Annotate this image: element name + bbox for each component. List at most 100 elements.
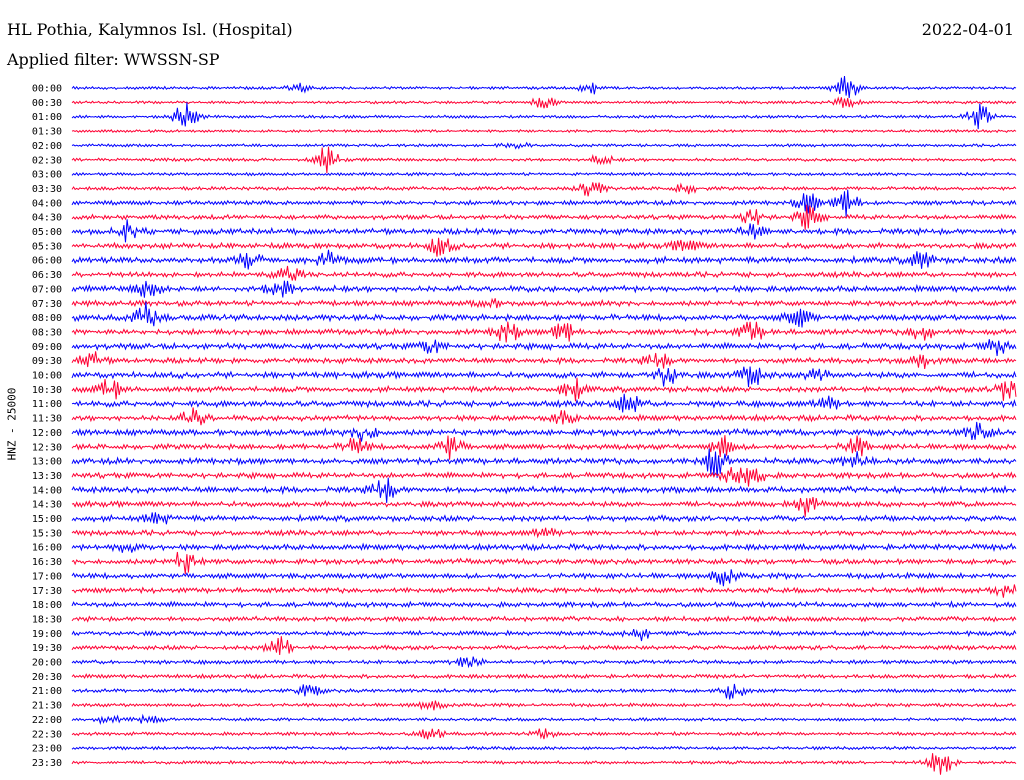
seismic-trace <box>71 301 1017 328</box>
time-tick-label: 09:00 <box>32 342 62 353</box>
seismic-trace <box>71 76 1017 99</box>
seismic-trace <box>71 683 1017 700</box>
seismic-trace <box>71 321 1017 343</box>
seismic-trace <box>71 467 1017 487</box>
time-tick-label: 16:30 <box>32 557 62 568</box>
seismic-trace <box>71 673 1017 680</box>
time-tick-label: 02:00 <box>32 141 62 152</box>
seismic-trace <box>71 628 1017 642</box>
seismic-trace <box>71 745 1017 751</box>
time-tick-label: 10:00 <box>32 371 62 382</box>
time-tick-label: 17:00 <box>32 571 62 582</box>
seismic-trace <box>71 542 1017 553</box>
time-tick-label: 01:30 <box>32 127 62 138</box>
seismic-trace <box>71 249 1017 270</box>
time-tick-label: 11:30 <box>32 414 62 425</box>
seismic-trace <box>71 339 1017 357</box>
seismic-trace <box>71 753 1017 775</box>
time-tick-label: 15:30 <box>32 528 62 539</box>
seismic-trace <box>71 96 1017 109</box>
time-tick-label: 07:30 <box>32 299 62 310</box>
time-tick-label: 16:00 <box>32 543 62 554</box>
time-tick-label: 23:30 <box>32 758 62 769</box>
seismic-trace <box>71 448 1017 478</box>
time-tick-label: 08:30 <box>32 327 62 338</box>
seismic-trace <box>71 141 1017 150</box>
filter-label: Applied filter: WWSSN-SP <box>7 50 220 69</box>
time-tick-label: 18:00 <box>32 600 62 611</box>
time-tick-label: 21:30 <box>32 701 62 712</box>
time-tick-label: 12:00 <box>32 428 62 439</box>
seismic-trace <box>71 636 1017 656</box>
time-tick-label: 04:00 <box>32 198 62 209</box>
seismic-trace <box>71 656 1017 669</box>
seismic-trace <box>71 512 1017 525</box>
seismic-trace <box>71 551 1017 575</box>
time-tick-label: 09:30 <box>32 356 62 367</box>
time-tick-label: 10:30 <box>32 385 62 396</box>
seismic-trace <box>71 435 1017 460</box>
seismic-trace <box>71 219 1017 243</box>
seismic-trace <box>71 128 1017 134</box>
time-tick-label: 06:00 <box>32 256 62 267</box>
time-tick-label: 20:30 <box>32 672 62 683</box>
seismic-trace <box>71 615 1017 623</box>
time-tick-label: 21:00 <box>32 686 62 697</box>
seismic-trace <box>71 477 1017 503</box>
time-tick-label: 07:00 <box>32 284 62 295</box>
time-tick-label: 11:00 <box>32 399 62 410</box>
seismic-trace <box>71 497 1017 517</box>
time-tick-label: 00:00 <box>32 84 62 95</box>
seismic-trace <box>71 393 1017 413</box>
time-tick-label: 08:00 <box>32 313 62 324</box>
seismic-trace <box>71 182 1017 197</box>
time-tick-label: 05:00 <box>32 227 62 238</box>
seismic-trace <box>71 407 1017 426</box>
seismic-trace <box>71 102 1017 130</box>
seismic-trace <box>71 280 1017 298</box>
seismic-trace <box>71 584 1017 598</box>
time-tick-label: 03:30 <box>32 184 62 195</box>
time-tick-label: 18:30 <box>32 614 62 625</box>
seismic-trace <box>71 265 1017 281</box>
seismic-trace <box>71 600 1017 609</box>
time-tick-label: 14:00 <box>32 485 62 496</box>
time-tick-label: 20:00 <box>32 658 62 669</box>
time-tick-label: 03:00 <box>32 170 62 181</box>
time-tick-label: 23:00 <box>32 744 62 755</box>
seismic-trace <box>71 569 1017 587</box>
time-tick-label: 05:30 <box>32 241 62 252</box>
time-tick-label: 13:00 <box>32 457 62 468</box>
seismic-trace <box>71 171 1017 177</box>
time-tick-label: 01:00 <box>32 112 62 123</box>
seismic-trace <box>71 421 1017 442</box>
time-tick-label: 22:00 <box>32 715 62 726</box>
seismic-trace <box>71 377 1017 402</box>
time-tick-label: 14:30 <box>32 500 62 511</box>
seismic-trace <box>71 146 1017 174</box>
seismic-trace <box>71 713 1017 725</box>
time-tick-label: 06:30 <box>32 270 62 281</box>
seismic-trace <box>71 189 1017 217</box>
time-tick-label: 12:30 <box>32 442 62 453</box>
seismic-trace <box>71 297 1017 309</box>
seismic-trace <box>71 700 1017 711</box>
trace-group <box>71 76 1017 775</box>
time-tick-label: 00:30 <box>32 98 62 109</box>
seismic-trace <box>71 204 1017 230</box>
station-title: HL Pothia, Kalymnos Isl. (Hospital) <box>7 20 293 39</box>
seismic-trace <box>71 527 1017 539</box>
time-tick-label: 19:00 <box>32 629 62 640</box>
time-tick-label: 22:30 <box>32 729 62 740</box>
seismic-trace <box>71 366 1017 388</box>
time-tick-label: 19:30 <box>32 643 62 654</box>
seismic-trace <box>71 351 1017 369</box>
time-tick-label: 02:30 <box>32 155 62 166</box>
time-tick-label: 17:30 <box>32 586 62 597</box>
seismic-trace <box>71 237 1017 257</box>
time-tick-label: 15:00 <box>32 514 62 525</box>
seismic-trace <box>71 728 1017 740</box>
date-label: 2022-04-01 <box>921 20 1014 39</box>
time-tick-label: 13:30 <box>32 471 62 482</box>
